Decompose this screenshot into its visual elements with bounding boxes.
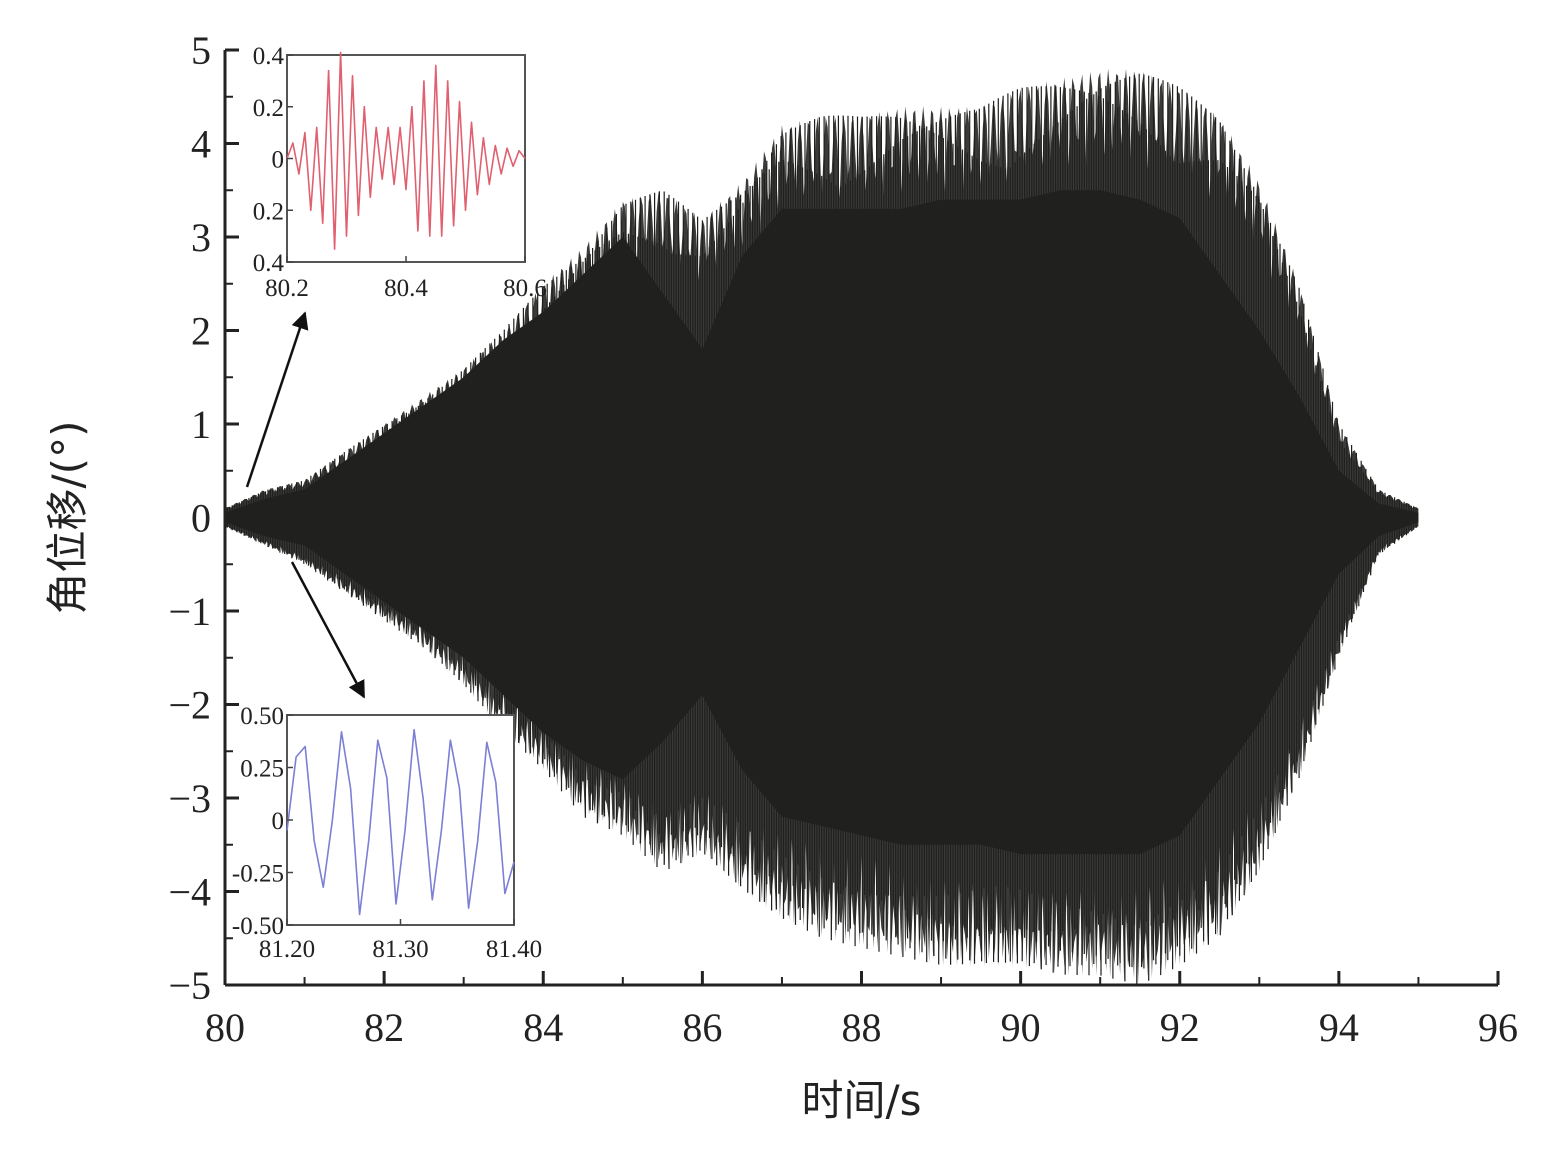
- y-axis-title: 角位移/(°): [43, 421, 92, 615]
- y-tick-label: −2: [168, 683, 211, 728]
- main-plot: 80 82 84 86 88 90 92 94 96 5 4 3 2 1 0 −1 −2 −3 −4 −5 时间/s…: [43, 28, 1518, 1125]
- y-tick-label: 2: [191, 309, 211, 354]
- signal-envelope-core: [225, 190, 1419, 855]
- inset-y-tick-label: 0.2: [253, 95, 284, 122]
- callout-arrow-top: [245, 311, 309, 488]
- inset-y-tick-label: 0.2: [253, 198, 284, 225]
- callout-arrow-bottom: [290, 561, 366, 699]
- inset-x-tick-label: 80.6: [503, 275, 547, 302]
- y-tick-label: 4: [191, 122, 211, 167]
- inset-frame: [286, 54, 526, 263]
- inset-series-line: [286, 51, 526, 250]
- inset-y-tick-label: 0.50: [240, 703, 284, 730]
- y-tick-label: 0: [191, 496, 211, 541]
- inset-y-tick-label: -0.25: [232, 861, 284, 888]
- y-tick-label: 3: [191, 215, 211, 260]
- inset-y-tick-label: 0: [272, 808, 285, 835]
- y-tick-label: 1: [191, 402, 211, 447]
- inset-x-tick-label: 81.40: [486, 936, 542, 963]
- inset-y-tick-label: 0.4: [253, 250, 285, 277]
- x-tick-labels: 80 82 84 86 88 90 92 94 96: [205, 1005, 1518, 1050]
- x-tick-label: 92: [1160, 1005, 1200, 1050]
- inset-x-tick-label: 80.4: [384, 275, 428, 302]
- inset-series-line: [286, 728, 515, 916]
- x-tick-label: 80: [205, 1005, 245, 1050]
- y-tick-labels: 5 4 3 2 1 0 −1 −2 −3 −4 −5: [168, 28, 211, 1008]
- x-tick-label: 94: [1319, 1005, 1359, 1050]
- x-tick-label: 82: [364, 1005, 404, 1050]
- inset-top: 80.2 80.4 80.6 0.4 0.2 0 0.2 0.4: [253, 43, 547, 302]
- inset-y-tick-label: 0: [272, 147, 285, 174]
- y-tick-label: −5: [168, 963, 211, 1008]
- x-axis-title: 时间/s: [801, 1076, 921, 1125]
- y-tick-label: −4: [168, 870, 211, 915]
- y-tick-label: −1: [168, 589, 211, 634]
- y-tick-label: 5: [191, 28, 211, 73]
- inset-bottom: 81.20 81.30 81.40 0.50 0.25 0 -0.25 -0.50: [232, 703, 542, 963]
- x-tick-label: 96: [1478, 1005, 1518, 1050]
- y-tick-label: −3: [168, 776, 211, 821]
- x-tick-label: 88: [842, 1005, 882, 1050]
- inset-x-tick-label: 81.30: [372, 936, 428, 963]
- inset-y-tick-label: 0.25: [240, 756, 284, 783]
- inset-x-tick-label: 80.2: [265, 275, 309, 302]
- x-tick-label: 86: [682, 1005, 722, 1050]
- x-tick-label: 84: [523, 1005, 563, 1050]
- inset-frame: [286, 714, 515, 926]
- x-tick-label: 90: [1001, 1005, 1041, 1050]
- inset-y-tick-label: -0.50: [232, 913, 284, 940]
- inset-x-tick-label: 81.20: [259, 936, 315, 963]
- inset-y-tick-label: 0.4: [253, 43, 285, 70]
- callout-arrows: [245, 311, 366, 699]
- main-series: [224, 68, 1419, 985]
